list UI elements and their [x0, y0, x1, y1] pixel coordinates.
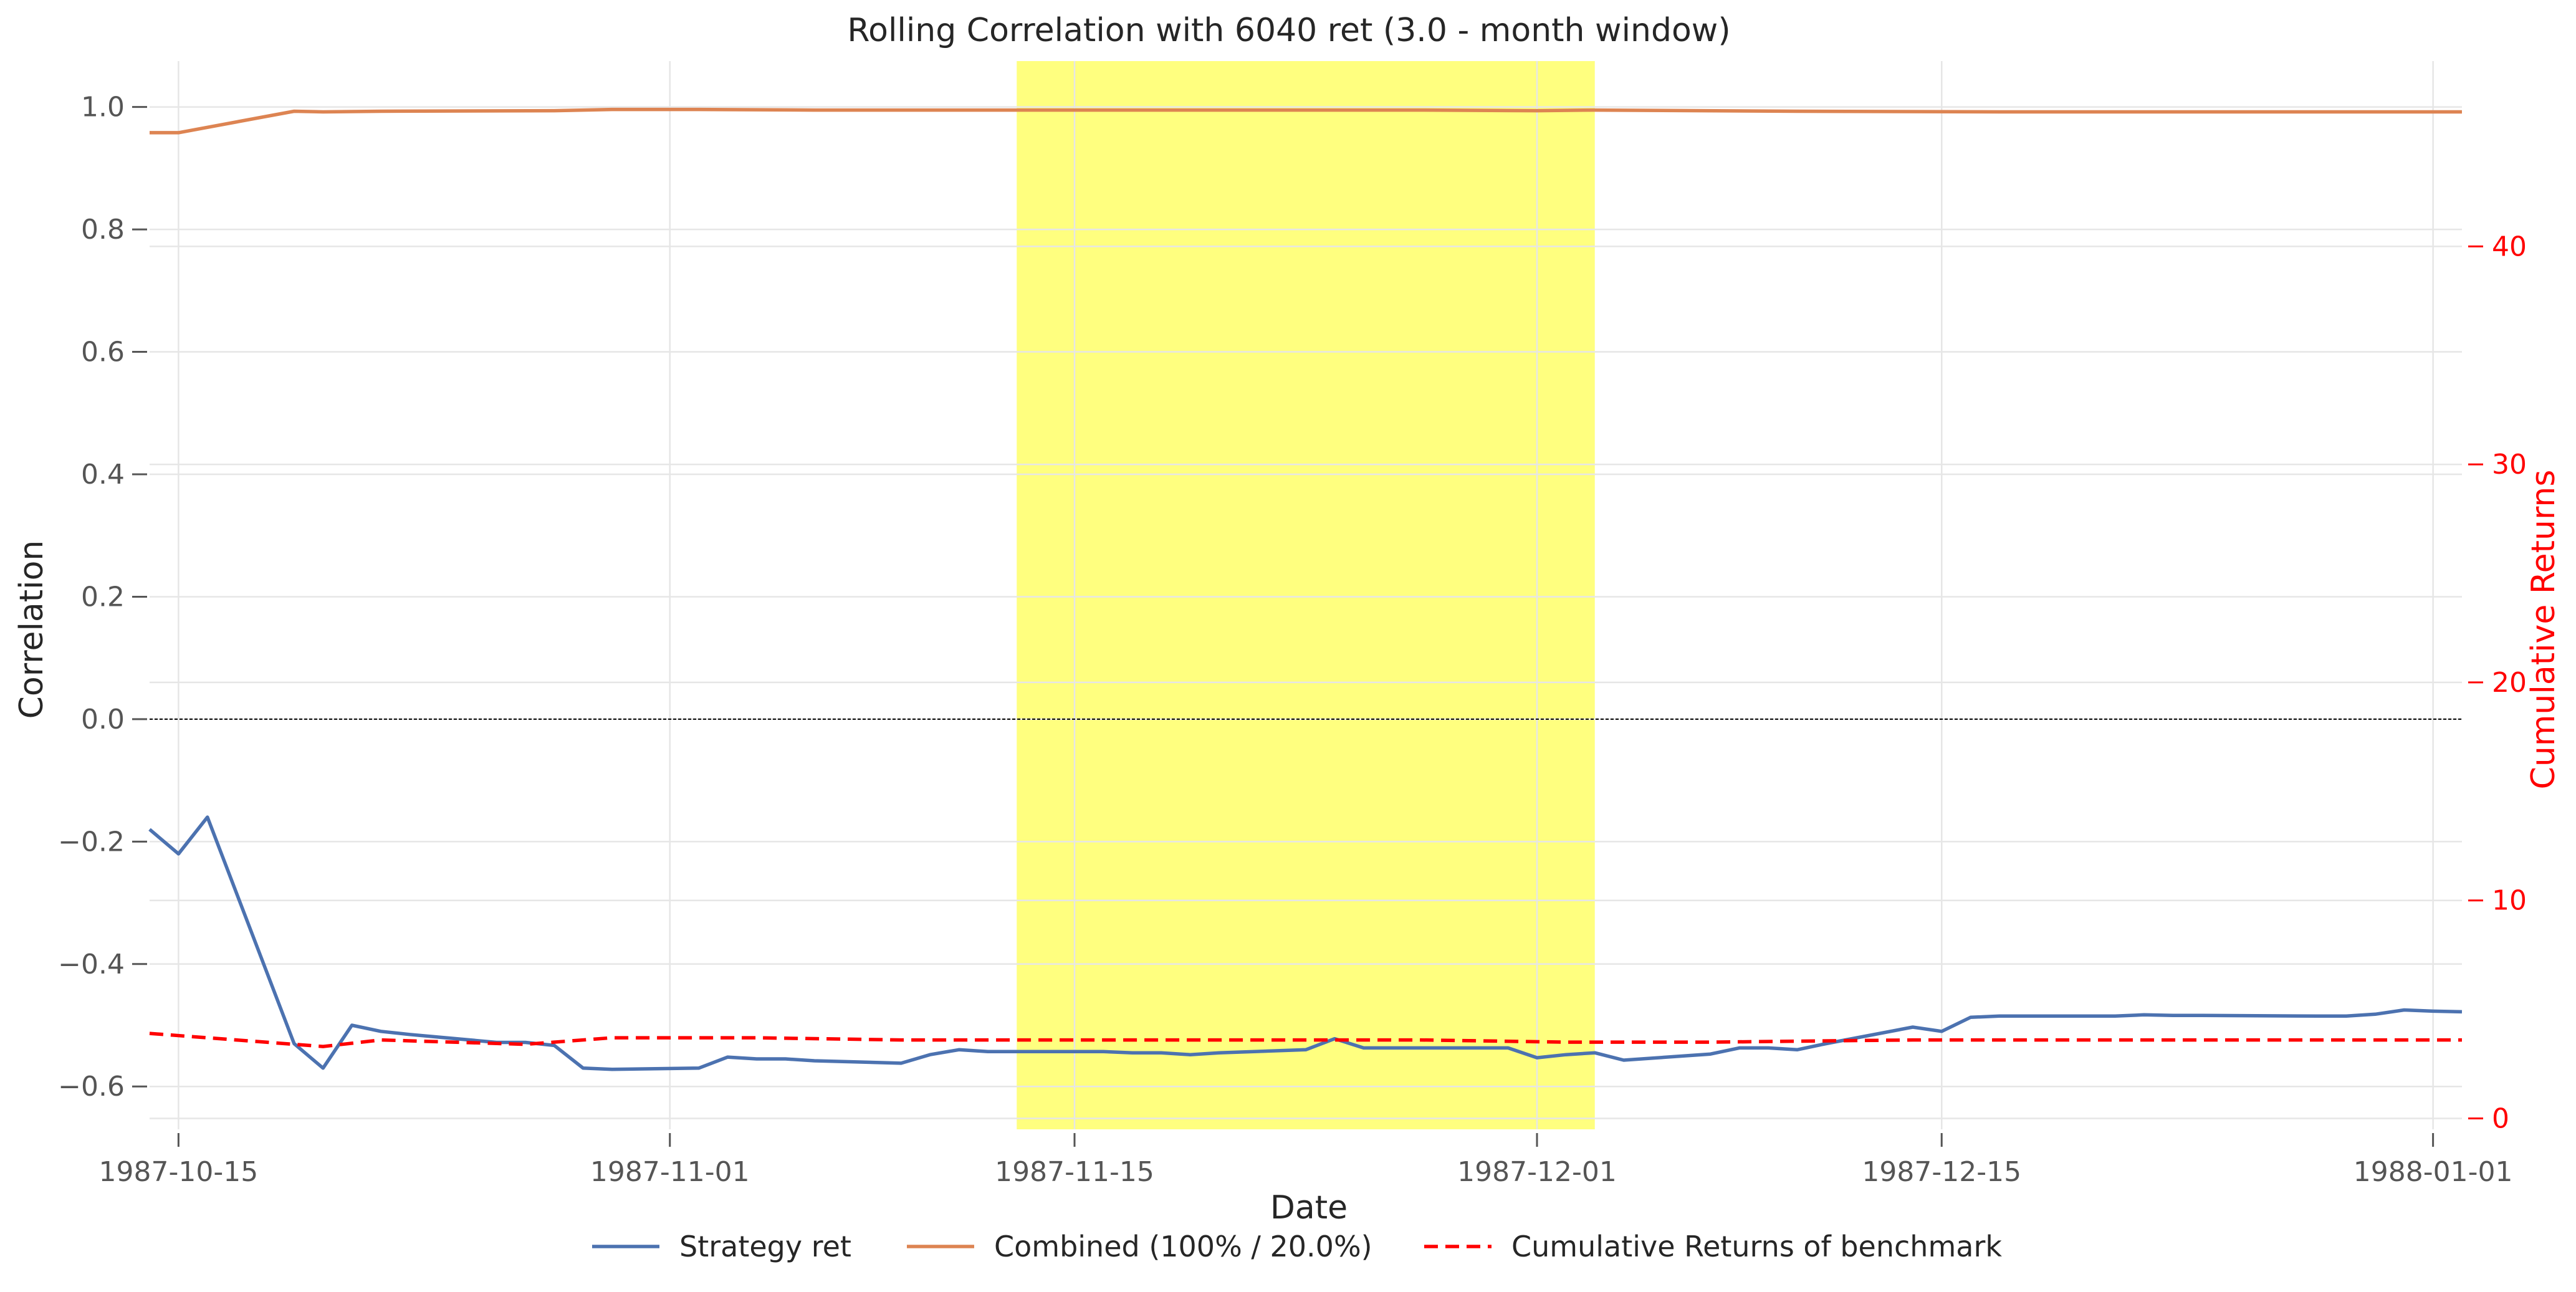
series-line-2 [150, 107, 2462, 135]
y2-tick-label: 30 [2492, 449, 2527, 481]
x-tick-label: 1987-12-01 [1457, 1156, 1617, 1188]
y2-axis-label: Cumulative Returns [2525, 470, 2562, 790]
y-tick-label: 0.0 [81, 704, 125, 735]
y-tick-label: −0.6 [58, 1071, 125, 1103]
y2-tick-label: 10 [2492, 885, 2527, 917]
y-tick-label: 1.0 [81, 92, 125, 123]
y-tick-label: 0.2 [81, 581, 125, 613]
y2-tick-label: 0 [2492, 1103, 2509, 1135]
x-tick-label: 1987-11-15 [995, 1156, 1154, 1188]
legend-label-2: Combined (100% / 20.0%) [994, 1230, 1372, 1263]
y-tick-label: 0.8 [81, 214, 125, 246]
y2-tick-label: 40 [2492, 231, 2527, 262]
series-line-3 [149, 1031, 2462, 1048]
x-tick-label: 1988-01-01 [2353, 1156, 2513, 1188]
y-tick-label: 0.4 [81, 459, 125, 490]
highlight-region [1017, 61, 1595, 1129]
x-tick-label: 1987-12-15 [1862, 1156, 2021, 1188]
chart-title: Rolling Correlation with 6040 ret (3.0 -… [847, 12, 1730, 49]
legend-label-1: Strategy ret [679, 1230, 851, 1263]
y-tick-label: −0.4 [58, 949, 125, 980]
legend-label-3: Cumulative Returns of benchmark [1511, 1230, 2002, 1263]
y-tick-label: −0.2 [58, 826, 125, 858]
x-tick-label: 1987-11-01 [590, 1156, 750, 1188]
x-tick-label: 1987-10-15 [99, 1156, 259, 1188]
legend: Strategy ret Combined (100% / 20.0%) Cumul… [592, 1230, 2002, 1263]
y2-tick-label: 20 [2492, 667, 2527, 699]
y-axis-label: Correlation [13, 540, 50, 719]
x-axis-label: Date [1270, 1189, 1348, 1227]
y-tick-label: 0.6 [81, 337, 125, 368]
